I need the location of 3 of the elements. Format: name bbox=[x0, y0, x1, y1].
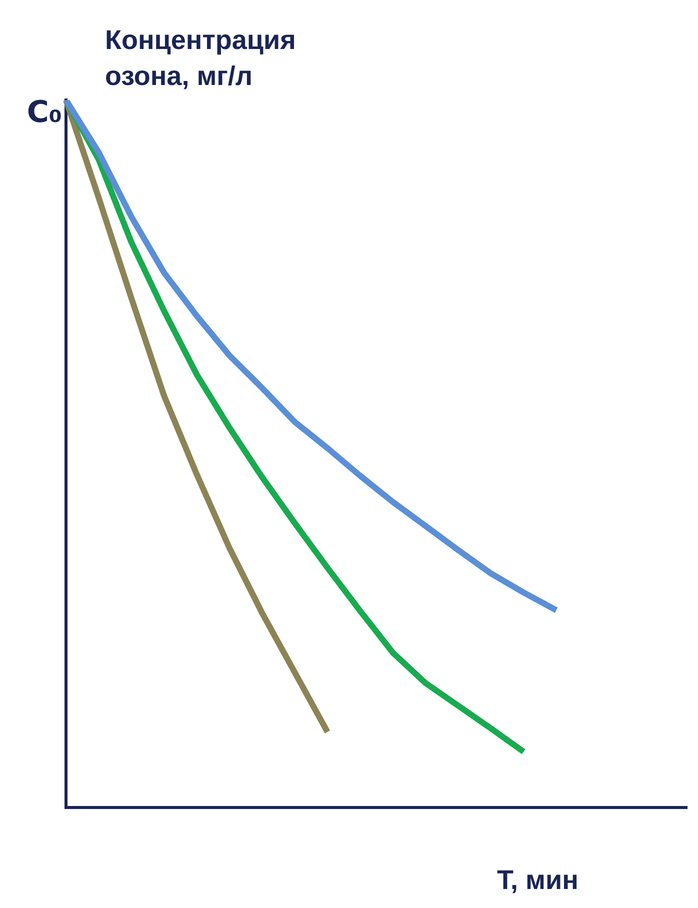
text: C₀ bbox=[26, 94, 62, 130]
x-axis-title: T, мин bbox=[497, 864, 578, 897]
y-axis-title: Концентрация озона, мг/л bbox=[105, 24, 297, 94]
